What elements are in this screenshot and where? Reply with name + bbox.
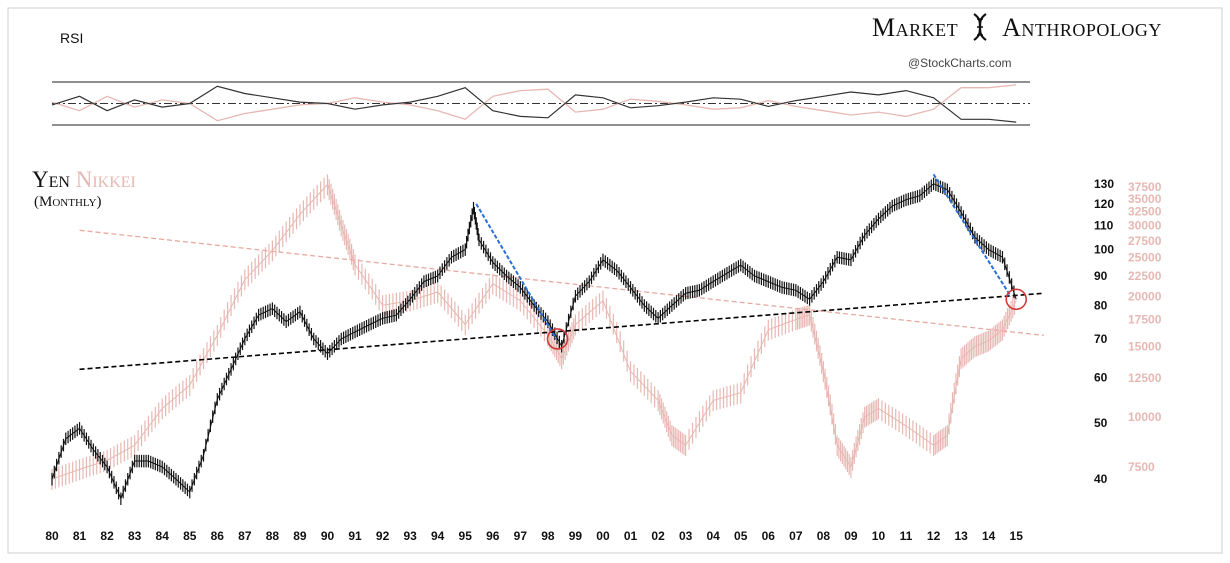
chart-title: Yen Nikkei	[32, 167, 136, 193]
x-tick-label: 95	[459, 529, 473, 543]
x-tick-label: 10	[872, 529, 886, 543]
x-tick-label: 00	[596, 529, 610, 543]
x-tick-label: 80	[45, 529, 59, 543]
nikkei-axis-tick: 32500	[1128, 205, 1162, 219]
brand-left: Market	[872, 13, 959, 42]
x-tick-label: 81	[73, 529, 87, 543]
x-tick-label: 91	[348, 529, 362, 543]
highlight-circle-1	[546, 328, 569, 350]
x-tick-label: 98	[541, 529, 555, 543]
nikkei-resistance-trendline	[79, 229, 1044, 337]
x-tick-label: 82	[100, 529, 114, 543]
x-tick-label: 11	[900, 529, 913, 543]
rsi-yen-line	[51, 85, 1017, 123]
title-series-nikkei: Nikkei	[75, 167, 136, 192]
title-series-yen: Yen	[32, 167, 70, 192]
x-tick-label: 05	[734, 529, 748, 543]
highlight-circle-2	[1005, 288, 1028, 311]
x-tick-label: 13	[954, 529, 968, 543]
x-tick-label: 85	[183, 529, 197, 543]
x-tick-label: 83	[128, 529, 142, 543]
x-tick-label: 15	[1010, 529, 1024, 543]
yen-decline-line-1	[475, 203, 558, 340]
x-tick-label: 12	[927, 529, 941, 543]
yen-series-line	[51, 183, 1017, 501]
x-tick-label: 96	[486, 529, 500, 543]
chart-subtitle: (Monthly)	[34, 194, 102, 210]
x-tick-label: 89	[293, 529, 307, 543]
dna-helix-icon	[973, 13, 987, 41]
x-tick-label: 90	[321, 529, 335, 543]
nikkei-series-line	[51, 183, 1017, 480]
x-tick-label: 09	[844, 529, 858, 543]
nikkei-axis-tick: 17500	[1128, 313, 1162, 327]
x-tick-label: 93	[403, 529, 417, 543]
x-tick-label: 97	[514, 529, 528, 543]
x-tick-label: 07	[789, 529, 803, 543]
nikkei-axis-tick: 15000	[1128, 339, 1162, 353]
yen-axis-tick: 120	[1094, 197, 1114, 211]
x-tick-label: 94	[431, 529, 445, 543]
yen-support-trendline	[79, 292, 1044, 371]
x-tick-label: 02	[651, 529, 665, 543]
x-tick-label: 84	[156, 529, 170, 543]
nikkei-axis-tick: 22500	[1128, 269, 1162, 283]
nikkei-axis-tick: 25000	[1128, 250, 1162, 264]
yen-axis-tick: 40	[1094, 472, 1108, 486]
x-tick-label: 99	[569, 529, 583, 543]
nikkei-axis-tick: 37500	[1128, 180, 1162, 194]
rsi-label: RSI	[60, 30, 84, 46]
nikkei-axis-tick: 35000	[1128, 192, 1162, 206]
nikkei-axis-tick: 12500	[1128, 371, 1162, 385]
yen-decline-line-2	[932, 173, 1012, 297]
nikkei-axis-tick: 30000	[1128, 219, 1162, 233]
yen-axis-tick: 130	[1094, 177, 1114, 191]
brand-logo: Market Anthropology	[872, 12, 1162, 43]
rsi-nikkei-line	[51, 84, 1017, 122]
x-tick-label: 92	[376, 529, 390, 543]
stockcharts-credit: @StockCharts.com	[908, 56, 1012, 70]
yen-axis-tick: 90	[1094, 269, 1108, 283]
x-tick-label: 87	[238, 529, 252, 543]
nikkei-axis-tick: 27500	[1128, 234, 1162, 248]
x-tick-label: 86	[211, 529, 225, 543]
brand-right: Anthropology	[1002, 13, 1162, 42]
yen-axis-tick: 70	[1094, 332, 1108, 346]
yen-axis-tick: 50	[1094, 416, 1108, 430]
nikkei-axis-tick: 7500	[1128, 460, 1155, 474]
x-tick-label: 01	[624, 529, 638, 543]
chart-frame	[7, 7, 1223, 554]
yen-axis-tick: 60	[1094, 371, 1108, 385]
x-tick-label: 04	[707, 529, 721, 543]
nikkei-axis-tick: 20000	[1128, 289, 1162, 303]
yen-axis-tick: 100	[1094, 243, 1114, 257]
x-tick-label: 14	[982, 529, 996, 543]
yen-axis-tick: 80	[1094, 298, 1108, 312]
nikkei-axis-tick: 10000	[1128, 410, 1162, 424]
x-tick-label: 08	[817, 529, 831, 543]
x-tick-label: 03	[679, 529, 693, 543]
x-tick-label: 88	[266, 529, 280, 543]
yen-axis-tick: 110	[1094, 219, 1114, 233]
x-tick-label: 06	[762, 529, 776, 543]
